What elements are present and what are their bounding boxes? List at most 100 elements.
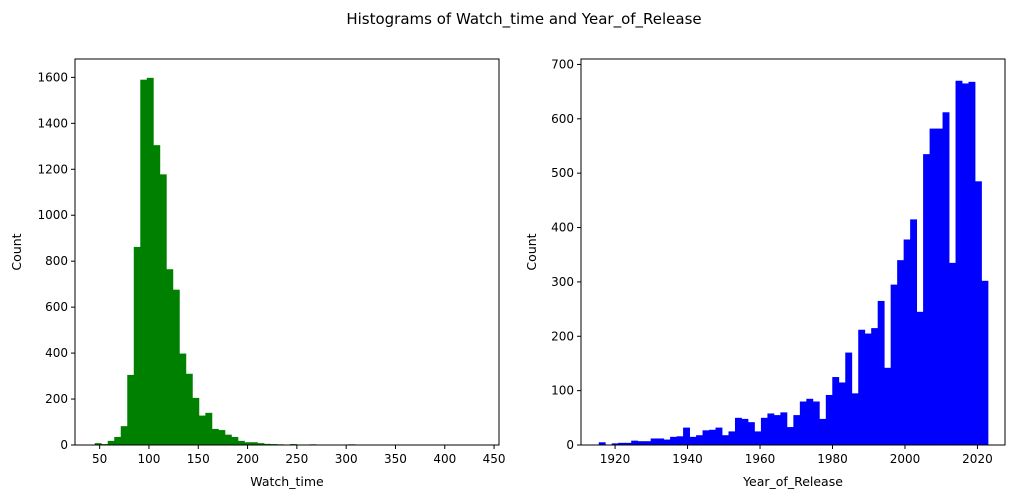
watch-time-bar [114, 436, 122, 445]
year-of-release-bar [773, 415, 781, 445]
year-of-release-bar [683, 427, 690, 445]
year-of-release-x-tick-label: 2000 [890, 452, 921, 466]
year-of-release-x-ticks: 1920 1940 1960 1980 2000 2020 [600, 445, 993, 466]
year-of-release-x-label: Year_of_Release [742, 474, 843, 489]
watch-time-bar [198, 415, 206, 445]
year-of-release-bar [670, 436, 677, 445]
year-of-release-bar [864, 333, 872, 445]
year-of-release-bar [702, 430, 710, 445]
watch-time-bar [133, 246, 141, 445]
year-of-release-x-tick-label: 1960 [745, 452, 776, 466]
year-of-release-y-tick-label: 100 [551, 384, 574, 398]
year-of-release-y-ticks: 0 100 200 300 400 500 600 700 [551, 57, 581, 452]
watch-time-bar [179, 353, 187, 445]
year-of-release-x-tick-label: 2020 [962, 452, 993, 466]
watch-time-bar [127, 374, 135, 445]
watch-time-bars [94, 77, 486, 446]
watch-time-bar [231, 436, 239, 445]
watch-time-y-label: Count [9, 233, 24, 270]
year-of-release-bar [890, 284, 898, 445]
year-of-release-y-tick-label: 200 [551, 329, 574, 343]
year-of-release-bar [631, 440, 639, 445]
watch-time-bar [257, 443, 265, 445]
year-of-release-y-tick-label: 300 [551, 275, 574, 289]
year-of-release-bar [780, 412, 788, 445]
year-of-release-bar [611, 443, 619, 445]
year-of-release-bar [741, 418, 749, 445]
watch-time-x-tick-label: 350 [384, 452, 407, 466]
watch-time-bar [153, 145, 161, 445]
year-of-release-histogram: 1920 1940 1960 1980 2000 2020 0 100 200 300 400 50… [524, 57, 1006, 489]
watch-time-bar [107, 440, 115, 445]
year-of-release-bar [767, 413, 775, 445]
year-of-release-bar [812, 401, 820, 445]
year-of-release-bar [877, 300, 885, 445]
year-of-release-bar [598, 442, 606, 445]
watch-time-x-tick-label: 450 [483, 452, 506, 466]
watch-time-y-tick-label: 1000 [37, 208, 68, 222]
year-of-release-bar [871, 328, 879, 445]
watch-time-bar [244, 442, 252, 445]
year-of-release-bar [968, 81, 976, 445]
watch-time-plot-frame [74, 58, 500, 446]
watch-time-bar [94, 443, 102, 445]
year-of-release-y-label: Count [524, 233, 539, 270]
watch-time-y-tick-label: 0 [60, 438, 68, 452]
year-of-release-bar [974, 181, 982, 445]
watch-time-bar [166, 269, 174, 445]
year-of-release-bar [709, 429, 716, 445]
year-of-release-bar [747, 422, 755, 445]
year-of-release-bar [760, 417, 768, 445]
watch-time-bar [250, 442, 258, 445]
watch-time-x-tick-label: 50 [92, 452, 107, 466]
year-of-release-bar [832, 377, 840, 445]
year-of-release-bar [903, 239, 911, 445]
year-of-release-x-tick-label: 1940 [672, 452, 703, 466]
year-of-release-bar [897, 260, 905, 445]
watch-time-bar [159, 174, 167, 445]
watch-time-bar [224, 434, 232, 445]
year-of-release-bar [663, 439, 671, 445]
year-of-release-bar [923, 154, 930, 445]
year-of-release-bar [799, 401, 807, 445]
year-of-release-bar [657, 438, 665, 445]
watch-time-y-tick-label: 1400 [37, 116, 68, 130]
year-of-release-bar [962, 83, 969, 446]
year-of-release-bar [910, 219, 918, 445]
year-of-release-x-tick-label: 1980 [817, 452, 848, 466]
watch-time-histogram: 50 100 150 200 250 300 350 400 450 0 200 400 600 800… [9, 58, 506, 489]
year-of-release-y-tick-label: 600 [551, 112, 574, 126]
watch-time-x-ticks: 50 100 150 200 250 300 350 400 450 [92, 445, 506, 466]
year-of-release-plot-frame [580, 58, 1006, 446]
watch-time-x-tick-label: 250 [285, 452, 308, 466]
watch-time-y-ticks: 0 200 400 600 800 1000 1200 1400 1600 [37, 70, 75, 452]
watch-time-bar [146, 77, 154, 445]
watch-time-y-tick-label: 1200 [37, 162, 68, 176]
watch-time-bar [263, 443, 271, 445]
watch-time-bar [120, 426, 128, 445]
watch-time-x-tick-label: 200 [236, 452, 259, 466]
year-of-release-bar [942, 112, 950, 445]
watch-time-bar [237, 440, 245, 445]
watch-time-x-label: Watch_time [250, 474, 324, 489]
year-of-release-bar [624, 442, 632, 445]
watch-time-bar [211, 428, 219, 445]
year-of-release-bar [696, 435, 703, 445]
watch-time-bar [172, 289, 180, 445]
year-of-release-bar [825, 394, 833, 445]
watch-time-bar [185, 373, 193, 445]
year-of-release-y-tick-label: 400 [551, 221, 574, 235]
year-of-release-bar [689, 436, 697, 445]
year-of-release-bar [786, 427, 794, 445]
year-of-release-bar [644, 441, 652, 445]
figure-title: Histograms of Watch_time and Year_of_Rel… [346, 10, 701, 29]
year-of-release-bar [819, 418, 827, 445]
year-of-release-bar [955, 80, 963, 445]
year-of-release-bar [715, 427, 723, 445]
year-of-release-bar [851, 393, 859, 445]
year-of-release-bar [981, 280, 989, 445]
year-of-release-x-tick-label: 1920 [600, 452, 631, 466]
year-of-release-bar [916, 311, 924, 445]
year-of-release-bar [845, 352, 853, 445]
year-of-release-bar [722, 435, 729, 445]
